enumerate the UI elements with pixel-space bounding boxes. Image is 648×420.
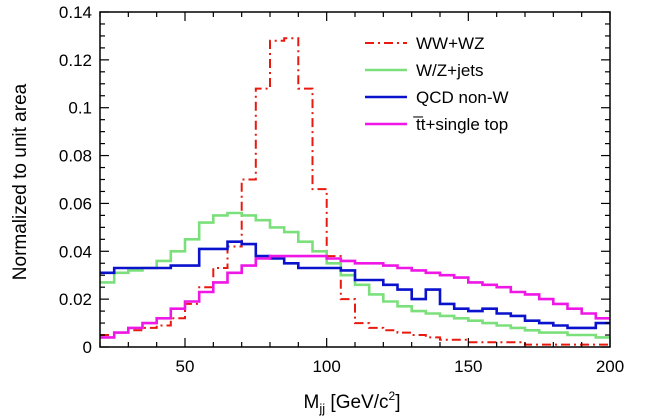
x-axis-label-unit-end: ] (395, 392, 400, 413)
series-line-2 (100, 240, 610, 330)
x-tick-label: 150 (454, 357, 482, 376)
x-axis-label-unit: [GeV/c (325, 392, 388, 413)
y-tick-label: 0.12 (59, 51, 92, 70)
legend: WW+WZ W/Z+jets QCD non-W t̅t+single top (365, 34, 509, 134)
series-line-3 (100, 254, 610, 339)
x-tick-label: 50 (176, 357, 195, 376)
y-tick-label: 0.02 (59, 290, 92, 309)
x-tick-label: 100 (312, 357, 340, 376)
legend-label-3: t̅t+single top (413, 115, 508, 134)
y-axis-label: Normalized to unit area (10, 83, 31, 280)
y-tick-label: 0.14 (59, 3, 92, 22)
x-axis-label-unit-sup: 2 (389, 389, 396, 403)
axes: 50 100 150 200 0 0.02 0.04 0.06 0.08 0.1 0.12 0.14 (59, 3, 624, 376)
legend-label-1: W/Z+jets (416, 61, 484, 80)
legend-label-2: QCD non-W (416, 88, 509, 107)
series-line-1 (100, 211, 610, 339)
x-axis-label-main: M (304, 392, 320, 413)
legend-label-0: WW+WZ (416, 34, 484, 53)
y-tick-label: 0.08 (59, 147, 92, 166)
x-axis-label-sub: jj (318, 401, 325, 416)
x-axis-label: Mjj [GeV/c2] (304, 389, 401, 416)
x-tick-label: 200 (596, 357, 624, 376)
y-tick-label: 0.04 (59, 242, 92, 261)
plot-area (100, 37, 610, 346)
y-tick-label: 0.1 (68, 99, 92, 118)
y-tick-label: 0.06 (59, 194, 92, 213)
y-tick-label: 0 (83, 338, 92, 357)
plot-frame (99, 11, 611, 348)
series-line-0 (100, 37, 610, 346)
